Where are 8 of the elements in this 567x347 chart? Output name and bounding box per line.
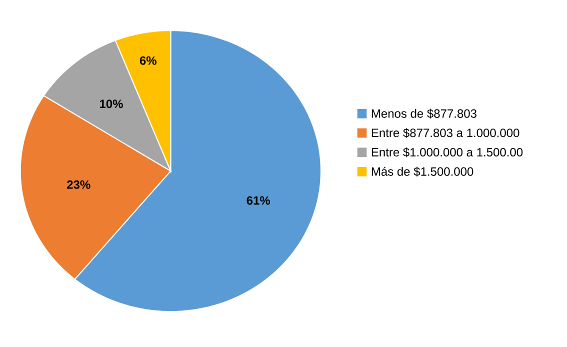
legend-label: Entre $1.000.000 a 1.500.00 bbox=[372, 147, 523, 158]
legend-label: Más de $1.500.000 bbox=[372, 166, 474, 177]
data-label: 6% bbox=[140, 56, 156, 65]
data-label: 23% bbox=[67, 180, 90, 189]
legend-label: Menos de $877.803 bbox=[372, 108, 476, 119]
data-label: 10% bbox=[100, 100, 123, 108]
legend-label: Entre $877.803 a 1.000.000 bbox=[372, 128, 520, 138]
data-label: 61% bbox=[246, 196, 270, 205]
